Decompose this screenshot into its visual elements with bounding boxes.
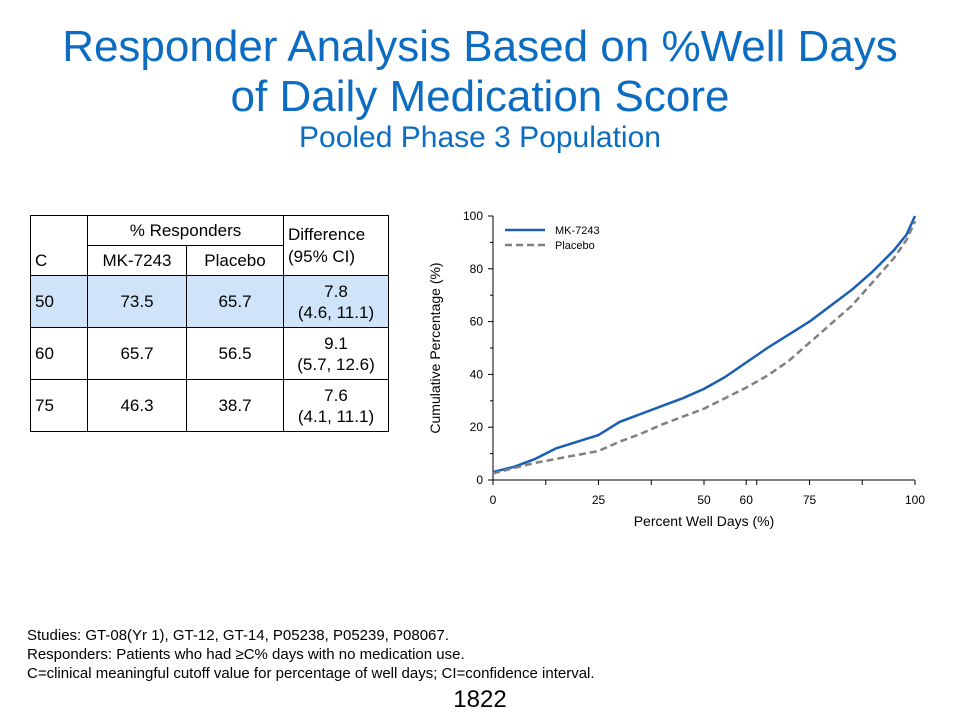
- x-tick-label: 25: [592, 493, 606, 507]
- y-axis-label: Cumulative Percentage (%): [427, 262, 443, 433]
- cell-mk: 65.7: [87, 327, 187, 380]
- cell-placebo: 65.7: [186, 275, 284, 328]
- cell-ci: (5.7, 12.6): [297, 354, 375, 374]
- table-row: 75 46.3 38.7 7.6 (4.1, 11.1): [30, 379, 389, 432]
- page-number: 1822: [453, 686, 507, 713]
- x-tick-label: 0: [490, 493, 497, 507]
- table-row: 60 65.7 56.5 9.1 (5.7, 12.6): [30, 327, 389, 380]
- slide-title-line1: Responder Analysis Based on %Well Days: [62, 22, 898, 71]
- cell-c: 50: [30, 275, 88, 328]
- x-axis-label: Percent Well Days (%): [634, 513, 775, 529]
- cell-ci: (4.6, 11.1): [297, 302, 375, 322]
- series-line-placebo: [492, 220, 917, 475]
- x-tick-label: 60: [740, 493, 754, 507]
- cell-placebo: 56.5: [186, 327, 284, 380]
- x-tick-label: 50: [697, 493, 711, 507]
- legend-label: MK-7243: [555, 225, 600, 237]
- table-row: 50 73.5 65.7 7.8 (4.6, 11.1): [30, 275, 389, 328]
- y-tick-label: 60: [470, 315, 484, 329]
- header-placebo: Placebo: [186, 245, 284, 276]
- header-difference: Difference (95% CI): [283, 215, 389, 276]
- cumulative-line-chart: 0 20 40 60 80 100 0 25 50 60 75 100 Percent Well Day…: [427, 209, 925, 529]
- x-tick-label: 75: [803, 493, 817, 507]
- cell-diff: 7.8: [324, 281, 348, 301]
- footnote-definitions: C=clinical meaningful cutoff value for p…: [27, 665, 595, 682]
- slide-title-line2: of Daily Medication Score: [230, 72, 730, 121]
- cell-c: 75: [30, 379, 88, 432]
- header-responders: % Responders: [87, 215, 284, 246]
- cell-diff: 7.6: [324, 385, 348, 405]
- slide-subtitle: Pooled Phase 3 Population: [299, 121, 661, 154]
- cell-mk: 73.5: [87, 275, 187, 328]
- footnote-responders: Responders: Patients who had ≥C% days wi…: [27, 646, 465, 663]
- series-line-mk-7243: [492, 215, 917, 474]
- responder-table: C % Responders Difference (95% CI) MK-72…: [30, 215, 389, 432]
- cell-ci: (4.1, 11.1): [297, 406, 375, 426]
- y-tick-label: 20: [470, 420, 484, 434]
- cell-c: 60: [30, 327, 88, 380]
- y-tick-label: 40: [470, 367, 484, 381]
- cell-mk: 46.3: [87, 379, 187, 432]
- header-c: C: [30, 215, 88, 276]
- cell-diff: 9.1: [324, 333, 348, 353]
- y-tick-label: 100: [463, 209, 483, 223]
- legend-label: Placebo: [555, 240, 595, 252]
- x-tick-label: 100: [905, 493, 925, 507]
- y-tick-label: 80: [470, 262, 484, 276]
- cell-placebo: 38.7: [186, 379, 284, 432]
- y-tick-label: 0: [476, 473, 483, 487]
- footnote-studies: Studies: GT-08(Yr 1), GT-12, GT-14, P052…: [27, 627, 449, 644]
- header-mk7243: MK-7243: [87, 245, 187, 276]
